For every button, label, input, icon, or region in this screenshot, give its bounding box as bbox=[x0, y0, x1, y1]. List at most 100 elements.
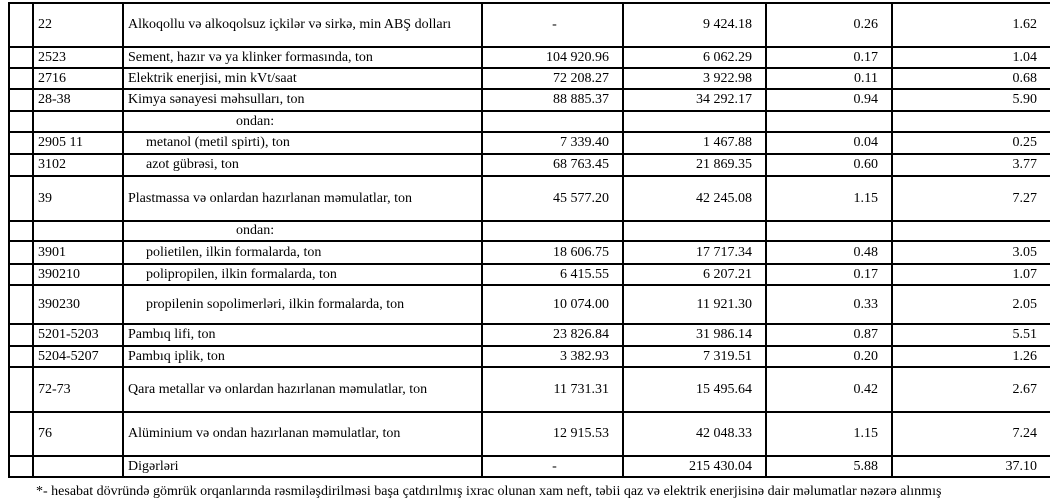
share-cell: 0.48 bbox=[765, 240, 893, 265]
name-cell: Alkoqollu və alkoqolsuz içkilər və sirkə… bbox=[122, 2, 483, 48]
code-cell: 390230 bbox=[32, 284, 124, 325]
code-cell: 5204-5207 bbox=[32, 345, 124, 368]
row-number-cell bbox=[8, 284, 34, 325]
value-cell bbox=[622, 220, 767, 242]
row-number-cell bbox=[8, 240, 34, 265]
quantity-cell: 7 339.40 bbox=[481, 131, 624, 155]
name-cell: Pambıq iplik, ton bbox=[122, 345, 483, 368]
value-cell: 15 495.64 bbox=[622, 366, 767, 413]
share-cell bbox=[765, 110, 893, 133]
row-number-cell bbox=[8, 366, 34, 413]
name-cell: Plastmassa və onlardan hazırlanan məmula… bbox=[122, 175, 483, 222]
name-cell: Digərləri bbox=[122, 455, 483, 478]
share-total-cell: 1.26 bbox=[891, 345, 1050, 368]
quantity-cell: 10 074.00 bbox=[481, 284, 624, 325]
quantity-cell: 23 826.84 bbox=[481, 323, 624, 347]
value-cell: 9 424.18 bbox=[622, 2, 767, 48]
code-cell bbox=[32, 455, 124, 478]
table-row: 5201-5203 Pambıq lifi, ton 23 826.84 31 986… bbox=[8, 323, 1050, 347]
name-cell: Pambıq lifi, ton bbox=[122, 323, 483, 347]
code-cell: 28-38 bbox=[32, 88, 124, 112]
value-cell: 6 207.21 bbox=[622, 263, 767, 286]
share-total-cell: 0.68 bbox=[891, 67, 1050, 90]
share-total-cell: 1.62 bbox=[891, 2, 1050, 48]
row-number-cell bbox=[8, 411, 34, 457]
share-cell bbox=[765, 220, 893, 242]
row-number-cell bbox=[8, 2, 34, 48]
value-cell: 7 319.51 bbox=[622, 345, 767, 368]
share-cell: 0.33 bbox=[765, 284, 893, 325]
row-number-cell bbox=[8, 345, 34, 368]
table-row: ondan: bbox=[8, 220, 1050, 242]
row-number-cell bbox=[8, 67, 34, 90]
code-cell: 76 bbox=[32, 411, 124, 457]
table-row: 39 Plastmassa və onlardan hazırlanan məmu… bbox=[8, 175, 1050, 222]
share-cell: 0.04 bbox=[765, 131, 893, 155]
export-table: 22 Alkoqollu və alkoqolsuz içkilər və sir… bbox=[8, 2, 1050, 478]
share-cell: 0.26 bbox=[765, 2, 893, 48]
share-cell: 0.17 bbox=[765, 46, 893, 69]
value-cell: 6 062.29 bbox=[622, 46, 767, 69]
share-total-cell bbox=[891, 110, 1050, 133]
row-number-cell bbox=[8, 175, 34, 222]
name-cell: Elektrik enerjisi, min kVt/saat bbox=[122, 67, 483, 90]
table-row: 390210 polipropilen, ilkin formalarda, to… bbox=[8, 263, 1050, 286]
value-cell: 11 921.30 bbox=[622, 284, 767, 325]
code-cell: 3901 bbox=[32, 240, 124, 265]
table-row: ondan: bbox=[8, 110, 1050, 133]
share-cell: 0.42 bbox=[765, 366, 893, 413]
name-cell: azot gübrəsi, ton bbox=[122, 153, 483, 177]
share-cell: 1.15 bbox=[765, 411, 893, 457]
code-cell: 2523 bbox=[32, 46, 124, 69]
table-row: 22 Alkoqollu və alkoqolsuz içkilər və sir… bbox=[8, 2, 1050, 48]
table-row: 5204-5207 Pambıq iplik, ton 3 382.93 7 319.… bbox=[8, 345, 1050, 368]
share-total-cell: 3.77 bbox=[891, 153, 1050, 177]
name-cell: ondan: bbox=[122, 220, 483, 242]
share-total-cell: 37.10 bbox=[891, 455, 1050, 478]
name-cell: Alüminium və ondan hazırlanan məmulatlar… bbox=[122, 411, 483, 457]
row-number-cell bbox=[8, 220, 34, 242]
share-total-cell: 0.25 bbox=[891, 131, 1050, 155]
share-cell: 0.60 bbox=[765, 153, 893, 177]
row-number-cell bbox=[8, 153, 34, 177]
quantity-cell: 6 415.55 bbox=[481, 263, 624, 286]
name-cell: metanol (metil spirti), ton bbox=[122, 131, 483, 155]
table-row: 3102 azot gübrəsi, ton 68 763.45 21 869.35 0… bbox=[8, 153, 1050, 177]
value-cell: 17 717.34 bbox=[622, 240, 767, 265]
share-total-cell: 2.05 bbox=[891, 284, 1050, 325]
value-cell: 31 986.14 bbox=[622, 323, 767, 347]
quantity-cell: - bbox=[481, 455, 624, 478]
quantity-cell bbox=[481, 110, 624, 133]
name-cell: polietilen, ilkin formalarda, ton bbox=[122, 240, 483, 265]
quantity-cell: 18 606.75 bbox=[481, 240, 624, 265]
share-total-cell: 7.24 bbox=[891, 411, 1050, 457]
code-cell: 2716 bbox=[32, 67, 124, 90]
quantity-cell: - bbox=[481, 2, 624, 48]
code-cell: 5201-5203 bbox=[32, 323, 124, 347]
table-row: 2523 Sement, hazır və ya klinker formasın… bbox=[8, 46, 1050, 69]
value-cell: 21 869.35 bbox=[622, 153, 767, 177]
name-cell: Sement, hazır və ya klinker formasında, … bbox=[122, 46, 483, 69]
name-cell: Qara metallar və onlardan hazırlanan məm… bbox=[122, 366, 483, 413]
share-total-cell: 5.90 bbox=[891, 88, 1050, 112]
share-cell: 0.17 bbox=[765, 263, 893, 286]
share-total-cell: 5.51 bbox=[891, 323, 1050, 347]
value-cell: 34 292.17 bbox=[622, 88, 767, 112]
share-cell: 0.94 bbox=[765, 88, 893, 112]
code-cell: 22 bbox=[32, 2, 124, 48]
table-row: 28-38 Kimya sənayesi məhsulları, ton 88 88… bbox=[8, 88, 1050, 112]
quantity-cell: 68 763.45 bbox=[481, 153, 624, 177]
table-row: 72-73 Qara metallar və onlardan hazırlana… bbox=[8, 366, 1050, 413]
code-cell bbox=[32, 110, 124, 133]
table-row: 2716 Elektrik enerjisi, min kVt/saat 72 20… bbox=[8, 67, 1050, 90]
table-row: Digərləri -215 430.04 5.88 37.10 bbox=[8, 455, 1050, 478]
table-row: 76 Alüminium və ondan hazırlanan məmulatl… bbox=[8, 411, 1050, 457]
quantity-cell: 88 885.37 bbox=[481, 88, 624, 112]
table-row: 390230 propilenin sopolimerləri, ilkin fo… bbox=[8, 284, 1050, 325]
share-cell: 0.20 bbox=[765, 345, 893, 368]
quantity-cell: 11 731.31 bbox=[481, 366, 624, 413]
share-cell: 0.87 bbox=[765, 323, 893, 347]
share-total-cell bbox=[891, 220, 1050, 242]
quantity-cell: 72 208.27 bbox=[481, 67, 624, 90]
quantity-cell: 12 915.53 bbox=[481, 411, 624, 457]
